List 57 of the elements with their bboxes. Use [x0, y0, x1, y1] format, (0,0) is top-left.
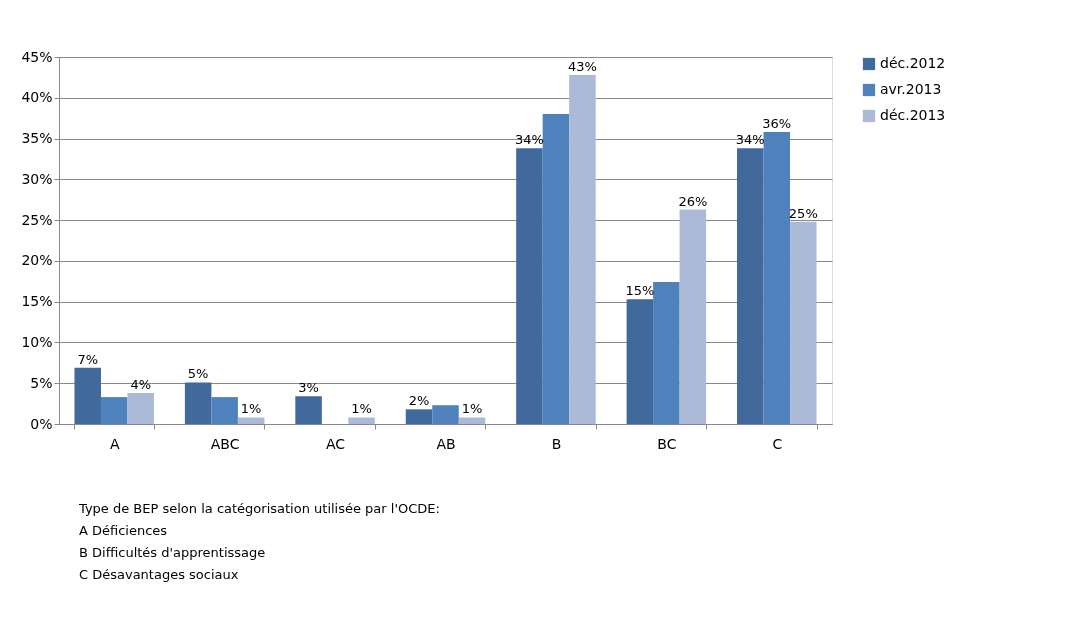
y-tick-label: 20% — [21, 252, 53, 269]
bar — [626, 299, 654, 424]
x-tick-label: AC — [326, 435, 346, 452]
data-label: 34% — [514, 132, 544, 148]
bar — [458, 417, 486, 424]
data-label: 5% — [187, 366, 209, 382]
y-tick-label: 5% — [30, 374, 53, 391]
bar — [405, 409, 433, 424]
bar — [516, 148, 543, 424]
bar — [348, 417, 375, 424]
x-tick-label: ABC — [210, 435, 240, 452]
bar — [127, 393, 154, 424]
x-tick-label: C — [772, 435, 783, 452]
y-tick-label: 0% — [30, 415, 53, 432]
y-tick-label: 15% — [21, 293, 53, 310]
data-label: 4% — [130, 377, 152, 393]
bar — [211, 397, 238, 424]
bar — [763, 132, 791, 424]
y-tick-label: 25% — [21, 211, 53, 228]
x-tick-label: AB — [436, 435, 456, 452]
bar — [74, 367, 101, 424]
legend-label: avr.2013 — [880, 81, 942, 97]
data-label: 34% — [735, 132, 765, 148]
bar — [790, 221, 817, 424]
y-tick-label: 45% — [21, 48, 53, 65]
bar — [542, 114, 570, 424]
data-label: 1% — [351, 401, 372, 417]
y-tick-label: 35% — [21, 130, 53, 147]
data-label: 43% — [567, 58, 597, 74]
bar — [295, 396, 322, 424]
text: Type de BEP selon la catégorisation utilisée par l'OCDE: — [78, 501, 440, 516]
x-tick-label: A — [109, 435, 120, 452]
bar — [432, 405, 459, 424]
legend-label: déc.2012 — [880, 55, 946, 71]
bar — [237, 417, 265, 424]
data-label: 2% — [408, 393, 430, 409]
y-tick-label: 30% — [21, 170, 53, 187]
text: C Désavantages sociaux — [79, 567, 239, 582]
data-label: 3% — [298, 380, 319, 396]
x-tick-label: BC — [657, 435, 677, 452]
data-label: 26% — [678, 193, 708, 209]
text: A Déficiences — [79, 523, 168, 538]
y-tick-label: 40% — [21, 89, 53, 106]
text: B Difficultés d'apprentissage — [79, 545, 266, 560]
bar — [737, 148, 764, 424]
x-tick-label: B — [551, 435, 562, 452]
legend-label: déc.2013 — [880, 107, 946, 123]
data-label: 36% — [762, 116, 792, 132]
bar — [653, 282, 680, 424]
data-label: 7% — [77, 351, 99, 367]
bar — [679, 209, 707, 424]
bar — [184, 382, 212, 424]
bar — [100, 397, 128, 424]
bar — [569, 74, 596, 424]
data-label: 1% — [240, 401, 262, 417]
data-label: 1% — [461, 401, 483, 417]
y-tick-label: 10% — [21, 333, 53, 350]
